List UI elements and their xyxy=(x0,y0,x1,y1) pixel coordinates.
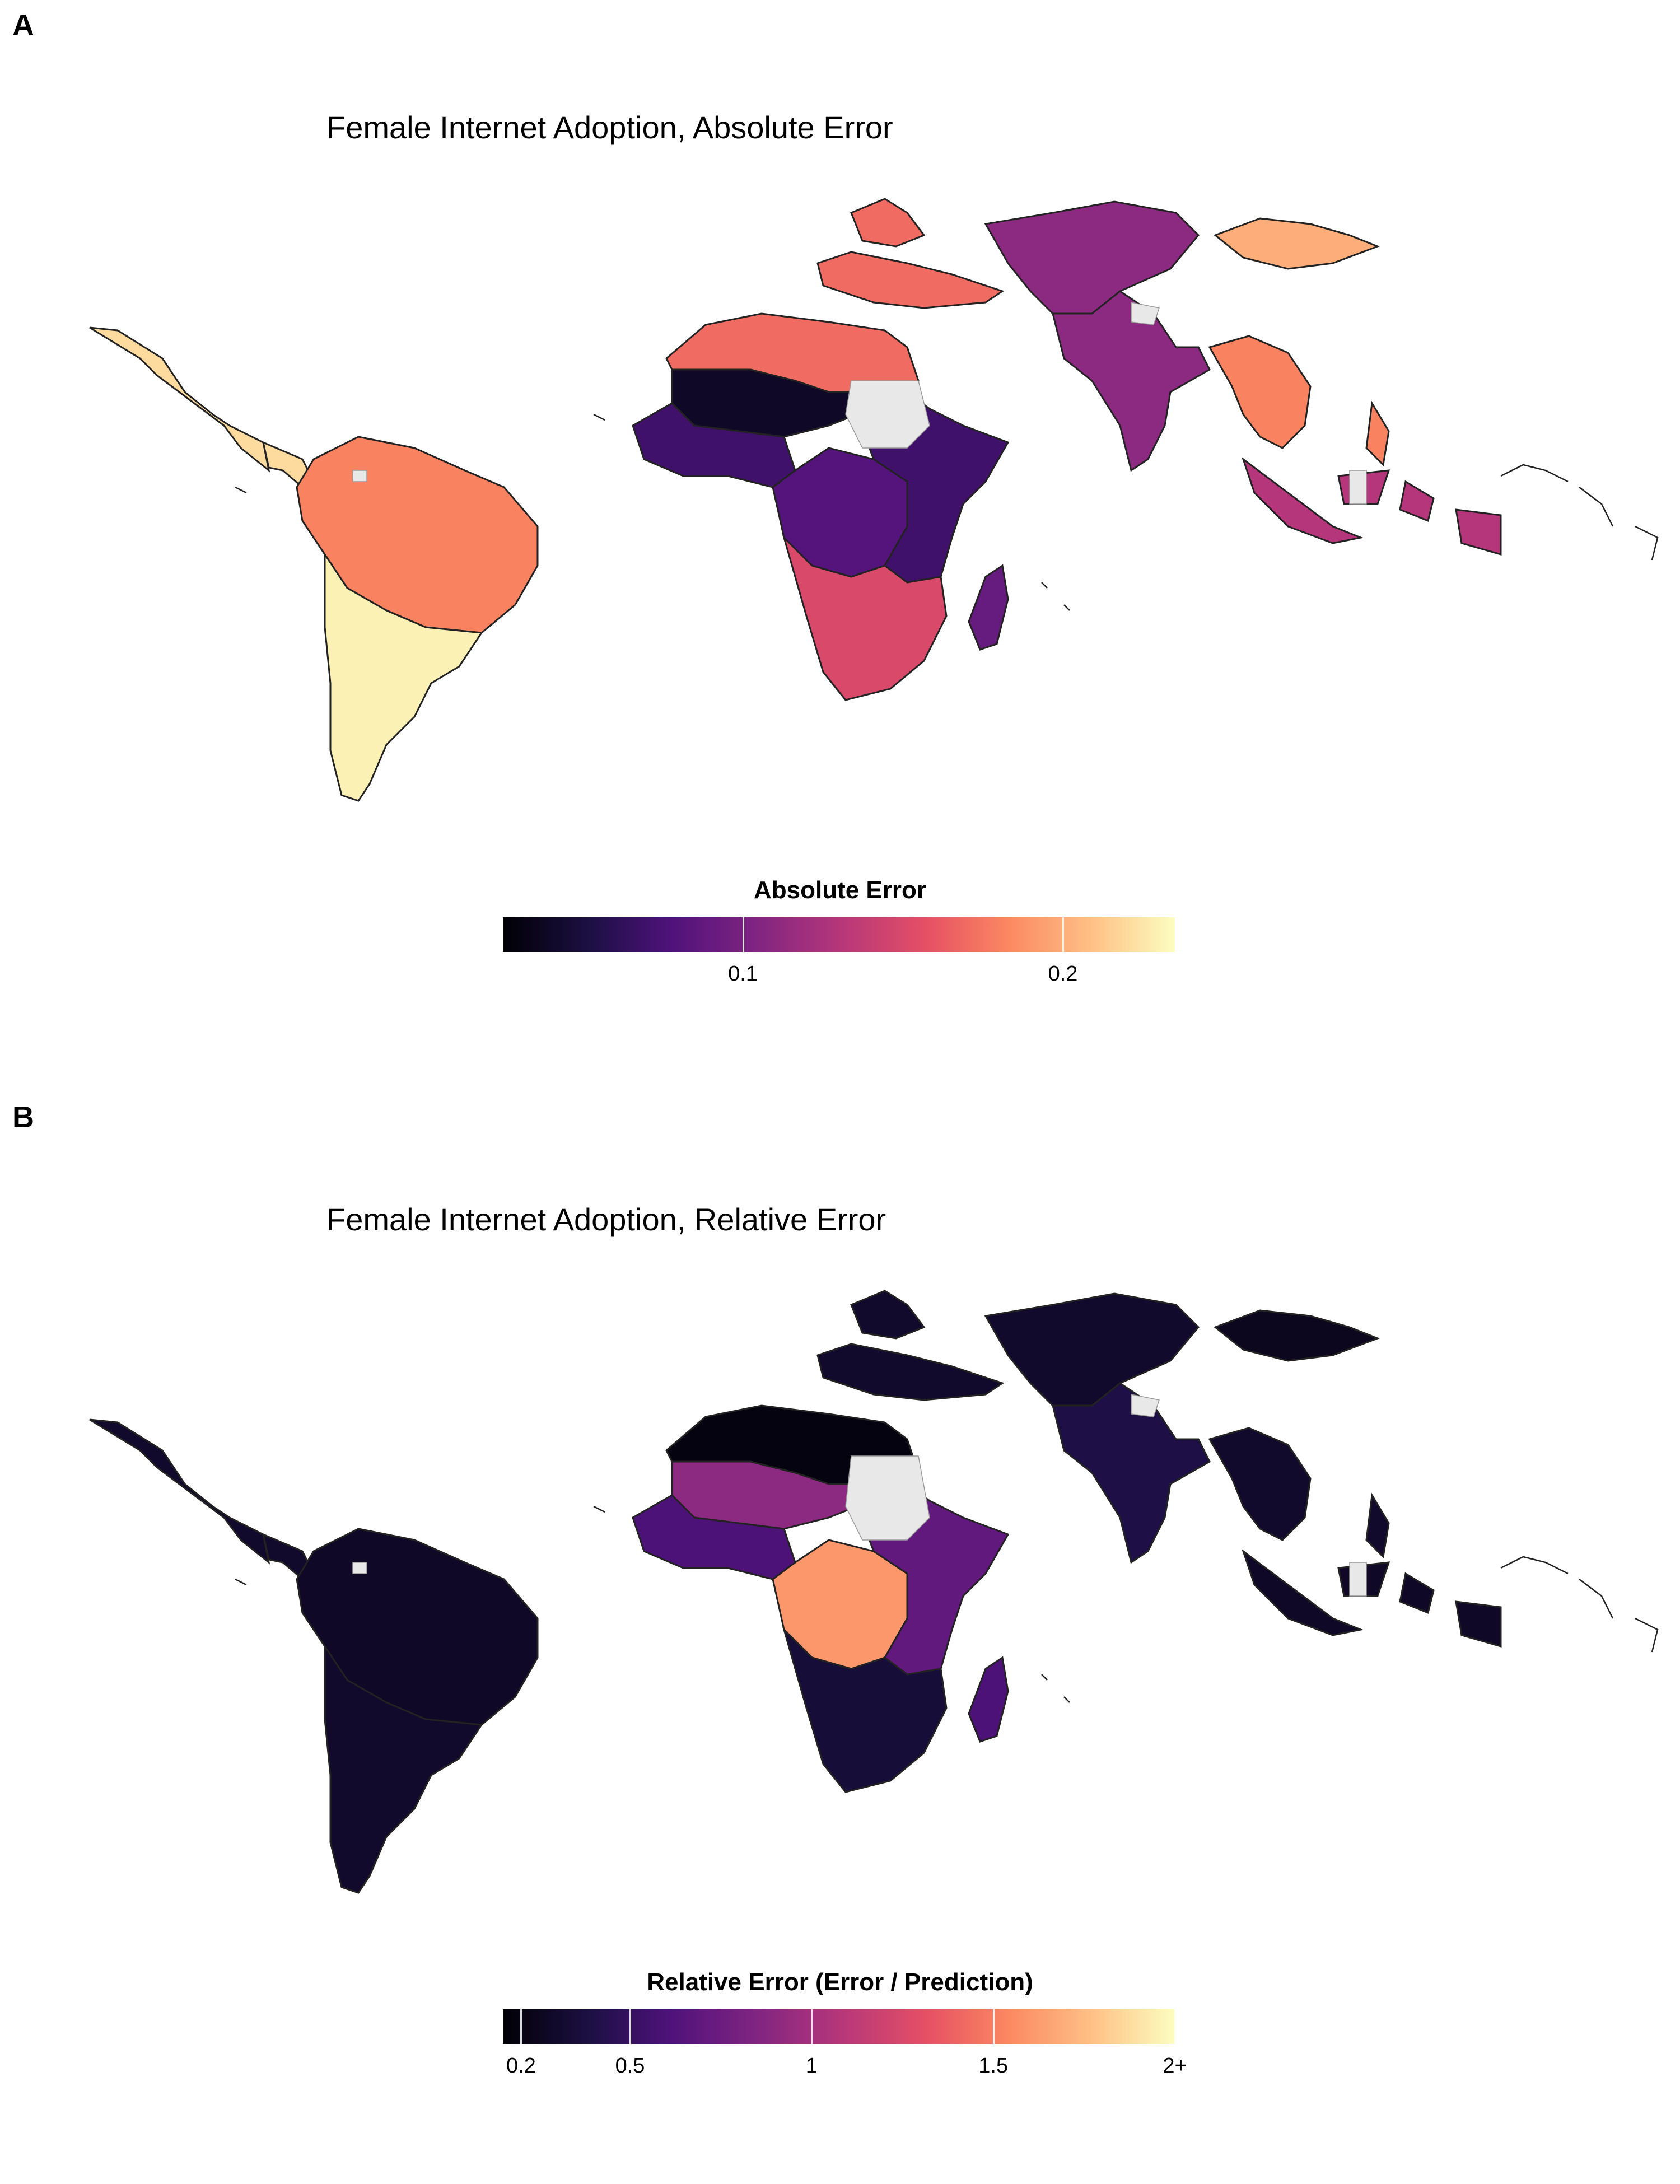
region-central-asia xyxy=(984,1292,1200,1407)
region-south-america-north xyxy=(296,1528,539,1726)
choropleth-map xyxy=(89,198,1659,802)
island-outline xyxy=(1041,582,1048,589)
no-data-region xyxy=(1349,470,1367,505)
no-data-region xyxy=(352,1562,367,1574)
region-southern-africa xyxy=(782,1626,948,1793)
no-data-region xyxy=(845,1455,930,1541)
region-indonesia xyxy=(1242,1548,1502,1648)
island-outline xyxy=(1635,1617,1659,1653)
island-outline xyxy=(1579,1579,1614,1619)
no-data-region xyxy=(845,380,930,449)
map-title: Female Internet Adoption, Relative Error xyxy=(326,1202,886,1237)
region-south-asia xyxy=(1052,1382,1211,1564)
no-data-region xyxy=(1349,1562,1367,1597)
island-outline xyxy=(1500,1556,1569,1575)
island-outline xyxy=(1063,604,1070,611)
panel-a: A Female Internet Adoption, Absolute Err… xyxy=(12,8,1659,986)
panel-b: B Female Internet Adoption, Relative Err… xyxy=(0,1092,1680,2184)
region-indonesia xyxy=(1242,456,1502,556)
region-madagascar xyxy=(968,564,1009,651)
choropleth-map xyxy=(89,1290,1659,1894)
island-outline xyxy=(593,1505,605,1513)
region-southeast-asia xyxy=(1208,1427,1390,1559)
region-central-america xyxy=(89,326,315,488)
island-outline xyxy=(1041,1674,1048,1681)
island-outline xyxy=(1579,487,1614,527)
no-data-region xyxy=(1131,302,1160,325)
region-turkey-caucasus xyxy=(816,198,1005,309)
region-southeast-asia xyxy=(1208,335,1390,467)
island-outline xyxy=(593,413,605,421)
island-outline xyxy=(1063,1696,1070,1703)
panel-label: B xyxy=(12,1100,34,1134)
panel-label: A xyxy=(12,8,34,42)
island-outline xyxy=(235,486,247,494)
region-south-america-south xyxy=(324,552,483,802)
region-south-america-south xyxy=(324,1644,483,1894)
no-data-region xyxy=(352,470,367,482)
region-central-asia xyxy=(984,200,1200,315)
region-mongolia xyxy=(1214,217,1380,270)
no-data-region xyxy=(1131,1394,1160,1417)
region-southern-africa xyxy=(782,534,948,701)
region-madagascar xyxy=(968,1656,1009,1743)
island-outline xyxy=(1635,525,1659,561)
region-mongolia xyxy=(1214,1309,1380,1362)
region-central-america xyxy=(89,1418,315,1580)
region-turkey-caucasus xyxy=(816,1290,1005,1401)
island-outline xyxy=(1500,464,1569,483)
map-title: Female Internet Adoption, Absolute Error xyxy=(326,110,893,145)
island-outline xyxy=(235,1578,247,1586)
region-south-america-north xyxy=(296,436,539,634)
region-south-asia xyxy=(1052,290,1211,472)
